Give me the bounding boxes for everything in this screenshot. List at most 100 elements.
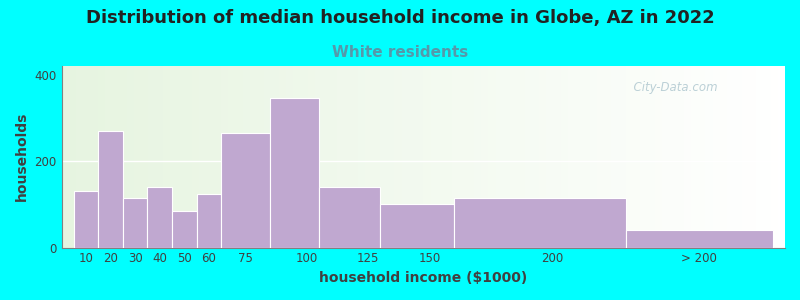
Bar: [62, 66, 69, 248]
Bar: [474, 66, 482, 248]
Bar: [214, 66, 221, 248]
Bar: [590, 66, 597, 248]
Bar: [706, 66, 713, 248]
Bar: [221, 133, 270, 248]
Bar: [380, 66, 387, 248]
Bar: [763, 66, 770, 248]
Bar: [713, 66, 720, 248]
Bar: [525, 66, 532, 248]
Bar: [344, 66, 351, 248]
Bar: [489, 66, 496, 248]
Bar: [366, 66, 373, 248]
Bar: [684, 66, 691, 248]
Bar: [172, 211, 197, 247]
Bar: [319, 187, 381, 247]
Bar: [69, 66, 76, 248]
Bar: [459, 66, 466, 248]
Bar: [387, 66, 394, 248]
Bar: [698, 66, 706, 248]
Bar: [90, 66, 98, 248]
Bar: [300, 66, 308, 248]
Bar: [454, 198, 626, 247]
Bar: [438, 66, 445, 248]
Bar: [452, 66, 459, 248]
Bar: [655, 66, 662, 248]
Bar: [554, 66, 561, 248]
Bar: [575, 66, 582, 248]
Bar: [112, 66, 119, 248]
Bar: [163, 66, 170, 248]
Bar: [197, 194, 221, 247]
Bar: [670, 66, 677, 248]
Bar: [604, 66, 611, 248]
Bar: [228, 66, 235, 248]
Bar: [235, 66, 242, 248]
Bar: [561, 66, 568, 248]
Bar: [264, 66, 271, 248]
Text: City-Data.com: City-Data.com: [626, 81, 718, 94]
Bar: [185, 66, 192, 248]
Bar: [402, 66, 409, 248]
Bar: [98, 66, 105, 248]
Bar: [242, 66, 250, 248]
Bar: [423, 66, 430, 248]
Bar: [293, 66, 300, 248]
Bar: [734, 66, 742, 248]
Bar: [496, 66, 503, 248]
Bar: [257, 66, 264, 248]
Y-axis label: households: households: [15, 112, 29, 202]
Bar: [83, 66, 90, 248]
Bar: [178, 66, 185, 248]
Bar: [691, 66, 698, 248]
Bar: [381, 204, 454, 248]
Bar: [626, 66, 633, 248]
Bar: [351, 66, 358, 248]
Bar: [123, 198, 147, 247]
Bar: [756, 66, 763, 248]
Bar: [271, 66, 278, 248]
Bar: [192, 66, 199, 248]
Bar: [518, 66, 525, 248]
Bar: [482, 66, 489, 248]
Bar: [74, 191, 98, 248]
X-axis label: household income ($1000): household income ($1000): [319, 271, 527, 285]
Bar: [633, 66, 640, 248]
Bar: [640, 66, 647, 248]
Bar: [76, 66, 83, 248]
Bar: [330, 66, 337, 248]
Bar: [416, 66, 423, 248]
Bar: [546, 66, 554, 248]
Bar: [286, 66, 293, 248]
Bar: [358, 66, 366, 248]
Bar: [445, 66, 452, 248]
Bar: [308, 66, 315, 248]
Bar: [278, 66, 286, 248]
Bar: [206, 66, 214, 248]
Bar: [119, 66, 126, 248]
Bar: [142, 66, 149, 248]
Bar: [510, 66, 518, 248]
Bar: [568, 66, 575, 248]
Bar: [647, 66, 655, 248]
Bar: [430, 66, 438, 248]
Text: Distribution of median household income in Globe, AZ in 2022: Distribution of median household income …: [86, 9, 714, 27]
Bar: [199, 66, 206, 248]
Bar: [677, 66, 684, 248]
Bar: [250, 66, 257, 248]
Bar: [770, 66, 778, 248]
Bar: [618, 66, 626, 248]
Bar: [147, 187, 172, 247]
Bar: [337, 66, 344, 248]
Bar: [105, 66, 112, 248]
Bar: [156, 66, 163, 248]
Bar: [727, 66, 734, 248]
Bar: [98, 131, 123, 248]
Bar: [149, 66, 156, 248]
Bar: [742, 66, 749, 248]
Bar: [503, 66, 510, 248]
Bar: [221, 66, 228, 248]
Bar: [322, 66, 330, 248]
Bar: [270, 98, 319, 248]
Bar: [373, 66, 380, 248]
Bar: [126, 66, 134, 248]
